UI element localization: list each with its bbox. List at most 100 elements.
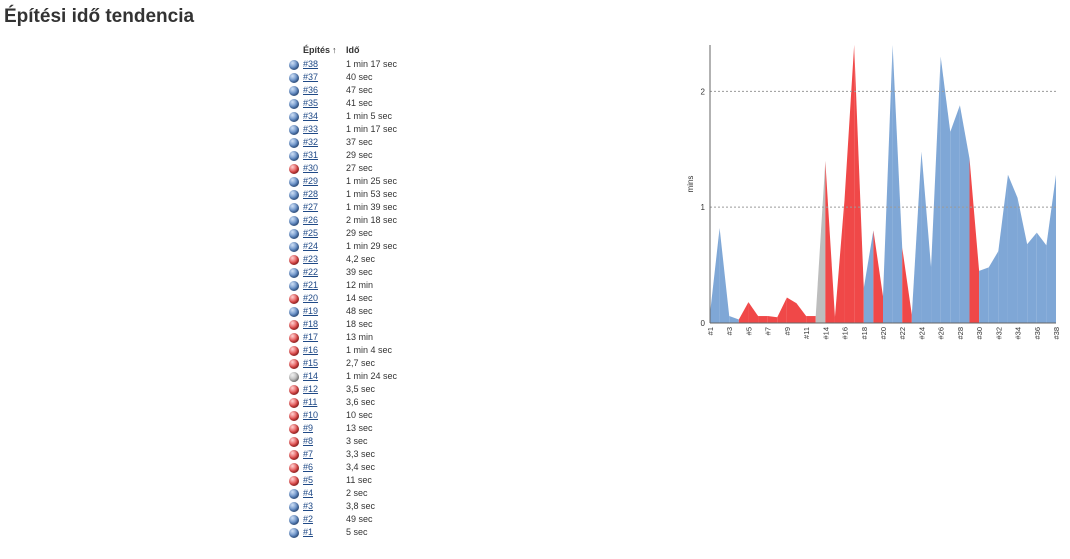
build-link[interactable]: #20 <box>303 293 319 303</box>
build-link[interactable]: #15 <box>303 358 319 368</box>
duration-cell: 1 min 25 sec <box>346 176 398 186</box>
duration-cell: 3,6 sec <box>346 397 376 407</box>
area-segment-#33 <box>998 174 1008 323</box>
build-link[interactable]: #26 <box>303 215 319 225</box>
build-link[interactable]: #7 <box>303 449 314 459</box>
build-link[interactable]: #32 <box>303 137 319 147</box>
duration-cell: 3,3 sec <box>346 449 376 459</box>
build-link[interactable]: #37 <box>303 72 319 82</box>
table-row: #23 4,2 sec <box>286 253 397 266</box>
build-link[interactable]: #31 <box>303 150 319 160</box>
x-tick-label: #36 <box>1033 327 1042 340</box>
duration-cell: 4,2 sec <box>346 254 376 264</box>
build-link[interactable]: #24 <box>303 241 319 251</box>
build-cell: #27 <box>286 201 344 214</box>
area-segment-#32 <box>988 251 999 323</box>
area-segment-#12 <box>806 316 816 323</box>
build-link[interactable]: #11 <box>303 397 318 407</box>
build-link[interactable]: #5 <box>303 475 314 485</box>
y-tick-label: 0 <box>701 319 706 328</box>
build-cell: #17 <box>286 331 344 344</box>
build-link[interactable]: #38 <box>303 59 319 69</box>
build-link[interactable]: #9 <box>303 423 314 433</box>
build-link[interactable]: #2 <box>303 514 314 524</box>
area-segment-#24 <box>911 151 922 323</box>
status-ball-blue-icon <box>289 488 299 499</box>
status-ball-blue-icon <box>289 176 299 187</box>
status-ball-red-icon <box>289 384 299 395</box>
duration-cell: 1 min 5 sec <box>346 111 393 121</box>
table-row: #15 2,7 sec <box>286 357 397 370</box>
build-column-label[interactable]: Építés <box>303 45 331 55</box>
build-cell: #15 <box>286 357 344 370</box>
area-segment-#38 <box>1046 174 1056 323</box>
status-ball-blue-icon <box>289 137 299 148</box>
build-link[interactable]: #12 <box>303 384 319 394</box>
duration-cell: 2 sec <box>346 488 368 498</box>
table-row: #31 29 sec <box>286 149 397 162</box>
build-cell: #25 <box>286 227 344 240</box>
build-cell: #12 <box>286 383 344 396</box>
table-row: #9 13 sec <box>286 422 397 435</box>
build-link[interactable]: #27 <box>303 202 319 212</box>
area-segment-#6 <box>748 302 759 323</box>
duration-cell: 41 sec <box>346 98 373 108</box>
build-link[interactable]: #30 <box>303 163 319 173</box>
build-link[interactable]: #35 <box>303 98 319 108</box>
build-link[interactable]: #16 <box>303 345 319 355</box>
build-link[interactable]: #21 <box>303 280 319 290</box>
table-row: #2 49 sec <box>286 513 397 526</box>
build-link[interactable]: #28 <box>303 189 319 199</box>
status-ball-blue-icon <box>289 111 299 122</box>
table-row: #21 12 min <box>286 279 397 292</box>
build-link[interactable]: #23 <box>303 254 319 264</box>
area-segment-#17 <box>844 45 855 323</box>
x-tick-label: #1 <box>706 327 715 335</box>
build-column-header[interactable]: Építés ↑ <box>286 44 344 58</box>
status-ball-blue-icon <box>289 501 299 512</box>
build-link[interactable]: #25 <box>303 228 319 238</box>
build-cell: #30 <box>286 162 344 175</box>
build-link[interactable]: #1 <box>303 527 314 537</box>
status-ball-blue-icon <box>289 124 299 135</box>
build-cell: #16 <box>286 344 344 357</box>
x-tick-label: #28 <box>956 327 965 340</box>
build-cell: #33 <box>286 123 344 136</box>
sort-ascending-icon[interactable]: ↑ <box>332 45 337 55</box>
duration-column-header[interactable]: Idő <box>346 45 360 55</box>
area-segment-#25 <box>921 151 932 323</box>
build-link[interactable]: #29 <box>303 176 319 186</box>
status-ball-red-icon <box>289 163 299 174</box>
duration-cell: 37 sec <box>346 137 373 147</box>
area-segment-#23 <box>902 247 912 323</box>
build-link[interactable]: #36 <box>303 85 319 95</box>
build-cell: #28 <box>286 188 344 201</box>
duration-cell: 3,4 sec <box>346 462 376 472</box>
table-row: #30 27 sec <box>286 162 397 175</box>
status-ball-red-icon <box>289 436 299 447</box>
build-link[interactable]: #6 <box>303 462 314 472</box>
x-tick-label: #38 <box>1052 327 1061 340</box>
build-link[interactable]: #33 <box>303 124 319 134</box>
x-tick-label: #9 <box>783 327 792 335</box>
build-link[interactable]: #4 <box>303 488 314 498</box>
table-row: #7 3,3 sec <box>286 448 397 461</box>
build-link[interactable]: #18 <box>303 319 319 329</box>
area-segment-#11 <box>796 303 807 323</box>
area-segment-#16 <box>834 199 845 323</box>
duration-cell: 11 sec <box>346 475 372 485</box>
build-link[interactable]: #17 <box>303 332 319 342</box>
build-link[interactable]: #8 <box>303 436 314 446</box>
table-row: #18 18 sec <box>286 318 397 331</box>
status-ball-blue-icon <box>289 98 299 109</box>
build-link[interactable]: #22 <box>303 267 319 277</box>
status-ball-red-icon <box>289 397 299 408</box>
build-link[interactable]: #3 <box>303 501 314 511</box>
build-link[interactable]: #34 <box>303 111 319 121</box>
duration-cell: 1 min 17 sec <box>346 59 398 69</box>
duration-cell: 49 sec <box>346 514 373 524</box>
build-link[interactable]: #10 <box>303 410 319 420</box>
build-link[interactable]: #19 <box>303 306 319 316</box>
build-link[interactable]: #14 <box>303 371 319 381</box>
table-row: #35 41 sec <box>286 97 397 110</box>
